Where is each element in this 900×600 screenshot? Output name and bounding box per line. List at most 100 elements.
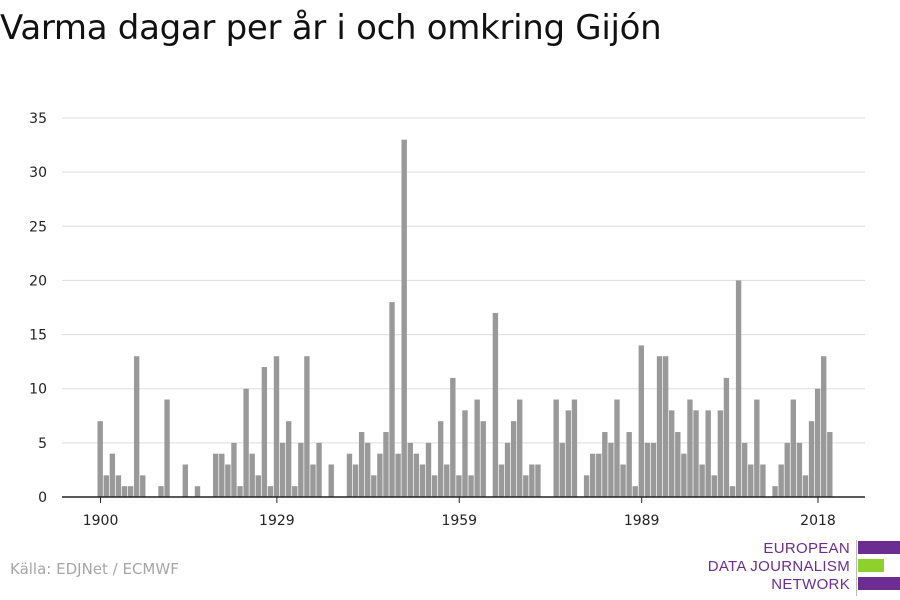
bar-1992 bbox=[656, 356, 663, 497]
bar-1904 bbox=[121, 486, 128, 497]
x-tick-label: 1989 bbox=[624, 513, 660, 529]
logo-bar-green bbox=[858, 559, 884, 572]
bar-1957 bbox=[444, 464, 450, 497]
source-note: Källa: EDJNet / ECMWF bbox=[10, 560, 179, 578]
bar-1949 bbox=[395, 453, 401, 497]
bar-1969 bbox=[517, 399, 523, 497]
bar-1921 bbox=[225, 464, 231, 497]
bar-1943 bbox=[358, 432, 365, 497]
bar-1947 bbox=[383, 432, 389, 497]
bar-1998 bbox=[693, 410, 699, 497]
y-axis-ticks: 0 5 10 15 20 25 30 35 bbox=[29, 111, 47, 506]
y-tick-label: 25 bbox=[29, 219, 47, 235]
bar-2011 bbox=[772, 486, 778, 497]
bar-1926 bbox=[255, 475, 261, 497]
bar-2015 bbox=[796, 442, 803, 497]
bar-1970 bbox=[523, 475, 529, 497]
bar-2016 bbox=[802, 475, 809, 497]
bar-1901 bbox=[103, 475, 109, 497]
x-axis-ticks: 1900 1929 1959 1989 2018 bbox=[83, 497, 836, 529]
bar-1982 bbox=[596, 453, 602, 497]
bar-1959 bbox=[456, 475, 462, 497]
bar-1952 bbox=[413, 453, 420, 497]
bar-1914 bbox=[182, 464, 188, 497]
bar-1955 bbox=[431, 475, 438, 497]
x-tick-label: 1900 bbox=[83, 513, 119, 529]
bar-2020 bbox=[827, 432, 833, 497]
bar-1981 bbox=[589, 453, 596, 497]
bar-1936 bbox=[316, 442, 322, 497]
bar-1994 bbox=[669, 410, 675, 497]
bar-1996 bbox=[681, 453, 687, 497]
bar-1951 bbox=[407, 442, 413, 497]
bar-1984 bbox=[608, 442, 614, 497]
bar-1986 bbox=[620, 464, 626, 497]
y-tick-label: 30 bbox=[29, 165, 47, 181]
bar-1966 bbox=[498, 464, 505, 497]
bar-2019 bbox=[821, 356, 827, 497]
bar-1907 bbox=[140, 475, 146, 497]
logo-line-2: DATA JOURNALISM bbox=[707, 558, 850, 575]
bar-1931 bbox=[285, 421, 292, 497]
gridlines bbox=[62, 117, 865, 444]
bar-1944 bbox=[365, 442, 371, 497]
bar-1980 bbox=[583, 475, 590, 497]
bar-1991 bbox=[650, 442, 657, 497]
bar-1920 bbox=[219, 453, 225, 497]
y-tick-label: 20 bbox=[29, 273, 47, 289]
bar-1971 bbox=[529, 464, 535, 497]
bar-1932 bbox=[292, 486, 298, 497]
bar-1935 bbox=[310, 464, 316, 497]
bar-2009 bbox=[760, 464, 766, 497]
bar-1956 bbox=[437, 421, 444, 497]
bar-1911 bbox=[164, 399, 170, 497]
bar-1950 bbox=[401, 139, 407, 497]
bar-1923 bbox=[237, 486, 243, 497]
bar-1954 bbox=[425, 442, 432, 497]
bar-1963 bbox=[480, 421, 486, 497]
bar-1961 bbox=[468, 475, 474, 497]
bar-1919 bbox=[213, 453, 219, 497]
y-tick-label: 35 bbox=[29, 111, 47, 127]
bar-1910 bbox=[158, 486, 164, 497]
bar-1958 bbox=[450, 377, 456, 497]
bar-2014 bbox=[790, 399, 796, 497]
bar-1946 bbox=[377, 453, 383, 497]
bar-1953 bbox=[419, 464, 426, 497]
bar-2007 bbox=[748, 464, 754, 497]
bar-1965 bbox=[492, 312, 499, 497]
bar-1927 bbox=[261, 367, 268, 497]
bar-1960 bbox=[462, 410, 468, 497]
bar-1977 bbox=[565, 410, 572, 497]
bars bbox=[97, 139, 833, 497]
bar-1985 bbox=[614, 399, 620, 497]
bar-2000 bbox=[705, 410, 711, 497]
bar-1976 bbox=[559, 442, 565, 497]
bar-1942 bbox=[352, 464, 359, 497]
logo-divider bbox=[856, 540, 857, 596]
edjnet-logo: EUROPEAN DATA JOURNALISM NETWORK bbox=[708, 538, 900, 596]
bar-1933 bbox=[298, 442, 304, 497]
bar-1929 bbox=[273, 356, 280, 497]
bar-1938 bbox=[328, 464, 334, 497]
bar-1945 bbox=[371, 475, 377, 497]
bar-1999 bbox=[699, 464, 705, 497]
bar-1903 bbox=[115, 475, 122, 497]
bar-1968 bbox=[510, 421, 517, 497]
bar-1905 bbox=[127, 486, 134, 497]
bar-1967 bbox=[504, 442, 511, 497]
bar-1993 bbox=[662, 356, 669, 497]
bar-1988 bbox=[632, 486, 638, 497]
bar-2004 bbox=[729, 486, 736, 497]
logo-line-1: EUROPEAN bbox=[763, 540, 850, 557]
bar-1990 bbox=[644, 442, 651, 497]
bar-1941 bbox=[346, 453, 353, 497]
logo-bar-purple-top bbox=[858, 541, 900, 554]
x-tick-label: 2018 bbox=[800, 513, 836, 529]
bar-1906 bbox=[133, 356, 140, 497]
bar-1900 bbox=[97, 421, 103, 497]
chart-title: Varma dagar per år i och omkring Gijón bbox=[0, 8, 662, 48]
bar-1948 bbox=[389, 302, 395, 497]
y-tick-label: 0 bbox=[38, 490, 47, 506]
